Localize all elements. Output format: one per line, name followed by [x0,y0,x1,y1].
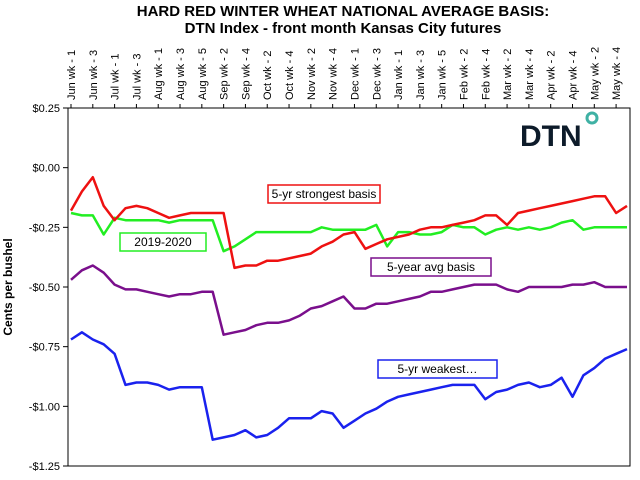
x-tick-label: Jan wk - 1 [393,50,405,100]
x-tick-label: Aug wk - 1 [153,48,165,100]
y-axis-label: Cents per bushel [1,238,15,335]
chart-title: HARD RED WINTER WHEAT NATIONAL AVERAGE B… [137,3,550,20]
series-lines [69,175,628,441]
x-tick-label: Nov wk - 4 [328,48,340,100]
series-label-box-3 [377,359,498,379]
x-tick-label: Jul wk - 3 [131,54,143,100]
x-tick-label: Jun wk - 3 [88,50,100,100]
series-line-3 [70,331,628,441]
x-tick-label: Sep wk - 2 [219,48,231,100]
x-tick-label: Jan wk - 3 [415,50,427,100]
series-label-2: 5-year avg basis [387,260,475,274]
x-tick-labels: Jun wk - 1 Jun wk - 3 Jul wk - 1 Jul wk - 3… [66,47,623,108]
x-tick-label: Mar wk - 2 [502,49,514,100]
x-tick-label: May wk - 2 [589,47,601,100]
x-tick-label: Dec wk - 3 [371,48,383,100]
dtn-logo-text: DTN [520,120,582,153]
series-label-0: 2019-2020 [134,235,192,249]
x-tick-label: Mar wk - 4 [524,49,536,100]
series-line-1 [69,175,628,270]
x-tick-label: Feb wk - 4 [480,49,492,100]
series-label-box-2 [370,257,492,277]
series-label-box-0 [119,232,207,252]
x-tick-label: Aug wk - 3 [175,48,187,100]
dtn-logo-dot [585,111,599,125]
x-tick-label: Nov wk - 2 [306,48,318,100]
series-label-1: 5-yr strongest basis [272,187,377,201]
y-tick-label: -$1.25 [29,461,60,473]
series-label-3: 5-yr weakest… [397,362,477,376]
series-label-box-1 [267,184,381,204]
x-tick-label: Oct wk - 4 [284,50,296,100]
series-labels: 2019-2020 5-yr strongest basis 5-year avg … [119,184,498,379]
y-tick-labels: $0.25 $0.00 -$0.25 -$0.50 -$0.75 -$1.00 -$1.25 [29,103,68,473]
x-tick-label: Apr wk - 4 [567,50,579,100]
dtn-logo: DTN [520,111,599,153]
series-line-2 [70,264,627,336]
x-tick-label: Jul wk - 1 [110,54,122,100]
x-tick-label: Aug wk - 5 [197,48,209,100]
x-tick-label: Oct wk - 2 [262,50,274,100]
y-tick-label: -$0.25 [29,222,60,234]
x-tick-label: Jun wk - 1 [66,50,78,100]
y-tick-label: -$0.50 [29,282,60,294]
y-tick-label: -$1.00 [29,401,60,413]
x-tick-label: Apr wk - 2 [546,50,558,100]
y-tick-label: $0.00 [32,163,60,175]
x-tick-label: Dec wk - 1 [349,48,361,100]
x-tick-label: Feb wk - 2 [458,49,470,100]
y-tick-label: -$0.75 [29,342,60,354]
x-tick-label: Jan wk - 5 [437,50,449,100]
series-line-0 [70,211,627,253]
x-tick-label: May wk - 4 [611,47,623,100]
y-tick-label: $0.25 [32,103,60,115]
x-tick-label: Sep wk - 4 [240,48,252,100]
chart-subtitle: DTN Index - front month Kansas City futu… [185,20,502,37]
